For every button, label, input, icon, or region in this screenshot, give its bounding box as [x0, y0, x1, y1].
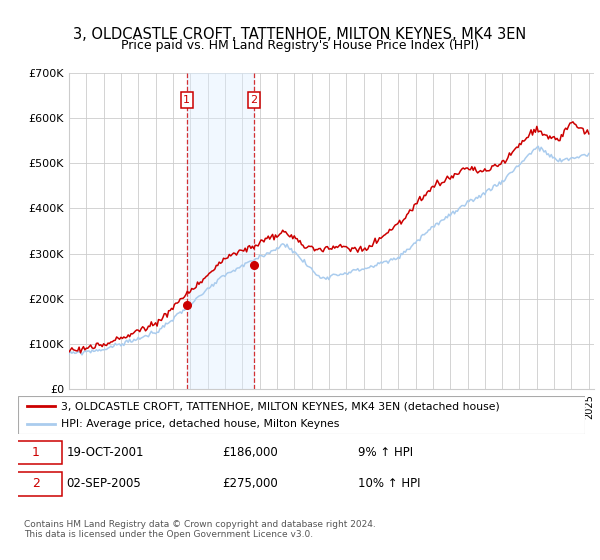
Text: £186,000: £186,000 [222, 446, 278, 459]
Text: 9% ↑ HPI: 9% ↑ HPI [358, 446, 413, 459]
FancyBboxPatch shape [10, 472, 62, 496]
Text: 19-OCT-2001: 19-OCT-2001 [66, 446, 143, 459]
Text: 3, OLDCASTLE CROFT, TATTENHOE, MILTON KEYNES, MK4 3EN (detached house): 3, OLDCASTLE CROFT, TATTENHOE, MILTON KE… [61, 401, 499, 411]
Text: HPI: Average price, detached house, Milton Keynes: HPI: Average price, detached house, Milt… [61, 419, 339, 429]
Text: 1: 1 [184, 95, 190, 105]
Text: 1: 1 [32, 446, 40, 459]
Text: 3, OLDCASTLE CROFT, TATTENHOE, MILTON KEYNES, MK4 3EN: 3, OLDCASTLE CROFT, TATTENHOE, MILTON KE… [73, 27, 527, 42]
FancyBboxPatch shape [10, 441, 62, 464]
Text: 2: 2 [32, 477, 40, 491]
Text: Contains HM Land Registry data © Crown copyright and database right 2024.
This d: Contains HM Land Registry data © Crown c… [24, 520, 376, 539]
Text: Price paid vs. HM Land Registry's House Price Index (HPI): Price paid vs. HM Land Registry's House … [121, 39, 479, 53]
Text: 2: 2 [250, 95, 257, 105]
Text: £275,000: £275,000 [222, 477, 278, 491]
Text: 02-SEP-2005: 02-SEP-2005 [66, 477, 141, 491]
FancyBboxPatch shape [18, 396, 585, 434]
Text: 10% ↑ HPI: 10% ↑ HPI [358, 477, 421, 491]
Bar [187, 73, 254, 389]
